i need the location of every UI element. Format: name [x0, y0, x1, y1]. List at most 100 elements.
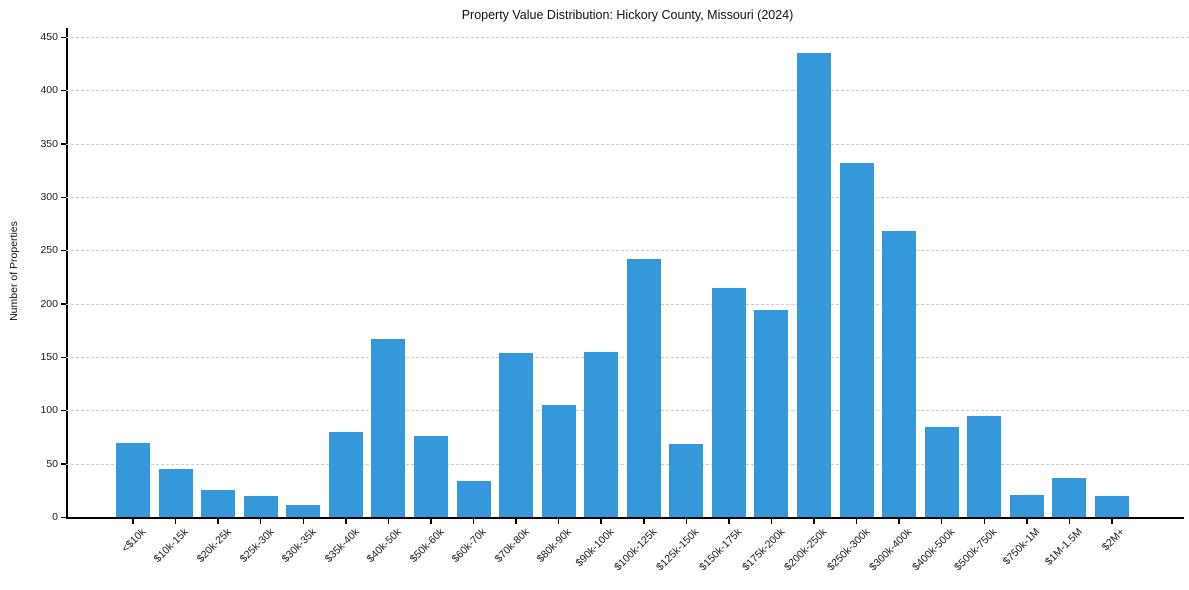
x-tick-label: $60k-70k [449, 526, 490, 566]
x-tick-label: $200k-250k [782, 526, 830, 574]
x-tick-mark [387, 518, 390, 524]
bar-$2M+ [1094, 495, 1129, 517]
x-tick-mark [643, 518, 645, 524]
bar-$20k-25k [201, 490, 236, 517]
x-tick-label: <$10k [119, 526, 149, 555]
x-tick-label: $100k-125k [611, 526, 660, 574]
x-tick-label: $70k-80k [492, 526, 532, 566]
y-axis-title: Number of Properties [8, 221, 20, 321]
bar-$125k-150k [669, 444, 704, 517]
y-tick-mark [61, 516, 66, 518]
bar-$40k-50k [371, 338, 406, 517]
bar-$1M-1.5M [1052, 477, 1087, 517]
x-tick-mark [813, 518, 815, 524]
y-tick-mark [61, 249, 66, 252]
x-tick-label: $500k-750k [952, 526, 1000, 574]
y-tick-mark [61, 303, 66, 305]
gridline-y-350 [66, 143, 1189, 145]
x-tick-label: $30k-35k [279, 526, 319, 566]
y-tick-label: 100 [40, 404, 58, 417]
x-tick-mark [983, 518, 986, 524]
x-tick-mark [1111, 518, 1113, 524]
bar-$35k-40k [328, 431, 363, 517]
x-tick-label: $20k-25k [194, 526, 234, 566]
bar-$400k-500k [924, 427, 959, 517]
x-tick-mark [940, 518, 943, 524]
x-tick-mark [472, 518, 475, 524]
bar-$200k-250k [797, 53, 832, 517]
x-tick-mark [430, 518, 432, 524]
x-tick-mark [557, 518, 560, 524]
y-tick-mark [61, 143, 66, 145]
bar-$30k-35k [286, 505, 321, 517]
bar-$150k-175k [711, 287, 746, 517]
x-tick-label: $80k-90k [535, 526, 575, 566]
y-axis-spine [66, 28, 68, 517]
x-tick-label: $35k-40k [322, 526, 362, 566]
x-tick-mark [515, 518, 517, 524]
bar-$80k-90k [541, 405, 576, 517]
bar-$250k-300k [839, 162, 874, 517]
x-tick-label: $125k-150k [654, 526, 702, 574]
y-tick-mark [61, 356, 66, 358]
x-tick-label: $25k-30k [237, 526, 277, 566]
y-tick-label: 450 [40, 31, 58, 43]
y-tick-mark [61, 36, 66, 38]
y-tick-mark [61, 89, 66, 92]
bar-$100k-125k [626, 258, 661, 517]
chart-title: Property Value Distribution: Hickory Cou… [461, 8, 794, 22]
x-tick-mark [770, 518, 773, 524]
y-tick-mark [61, 463, 66, 465]
x-tick-mark [217, 518, 219, 524]
x-tick-label: $400k-500k [909, 526, 958, 574]
x-tick-mark [259, 518, 262, 524]
x-tick-mark [728, 518, 730, 524]
x-tick-label: $2M+ [1100, 526, 1128, 554]
y-tick-label: 250 [40, 244, 58, 257]
x-tick-label: $175k-200k [739, 526, 787, 574]
y-tick-mark [61, 409, 66, 412]
y-tick-label: 150 [40, 351, 58, 363]
x-tick-mark [302, 518, 304, 524]
y-tick-label: 0 [52, 511, 58, 523]
gridline-y-400 [66, 90, 1189, 92]
y-tick-label: 300 [40, 191, 58, 203]
x-tick-mark [855, 518, 858, 524]
gridline-y-250 [66, 250, 1189, 252]
x-tick-mark [1068, 518, 1071, 524]
bar-<$10k [116, 443, 150, 517]
bar-$500k-750k [967, 415, 1002, 517]
x-tick-mark [898, 518, 900, 524]
y-tick-mark [61, 196, 66, 198]
bar-$175k-200k [754, 310, 789, 517]
y-tick-label: 350 [40, 137, 58, 150]
x-tick-mark [174, 518, 177, 524]
x-tick-label: $250k-300k [824, 526, 873, 574]
x-tick-label: $300k-400k [867, 526, 915, 574]
y-tick-label: 50 [46, 457, 58, 470]
bar-$25k-30k [243, 495, 278, 517]
y-tick-label: 200 [40, 297, 58, 310]
gridline-y-300 [66, 197, 1189, 198]
x-tick-mark [1026, 518, 1028, 524]
x-tick-mark [345, 518, 347, 524]
x-tick-label: $50k-60k [407, 526, 447, 566]
x-tick-mark [132, 518, 134, 524]
bar-$300k-400k [882, 231, 917, 517]
gridline-y-450 [66, 37, 1189, 38]
bar-$50k-60k [413, 435, 448, 517]
x-axis-spine [66, 517, 1184, 519]
x-tick-label: $90k-100k [573, 526, 617, 570]
x-tick-label: $150k-175k [697, 526, 745, 574]
bar-$60k-70k [456, 480, 491, 517]
y-tick-label: 400 [40, 84, 58, 97]
bar-$10k-15k [158, 469, 193, 517]
x-tick-label: $750k-1M [1000, 526, 1043, 568]
x-tick-mark [685, 518, 688, 524]
x-tick-label: $1M-1.5M [1043, 526, 1085, 568]
bar-$70k-80k [499, 352, 534, 517]
x-tick-label: $10k-15k [152, 526, 192, 566]
x-tick-mark [600, 518, 602, 524]
bar-$90k-100k [584, 351, 619, 517]
